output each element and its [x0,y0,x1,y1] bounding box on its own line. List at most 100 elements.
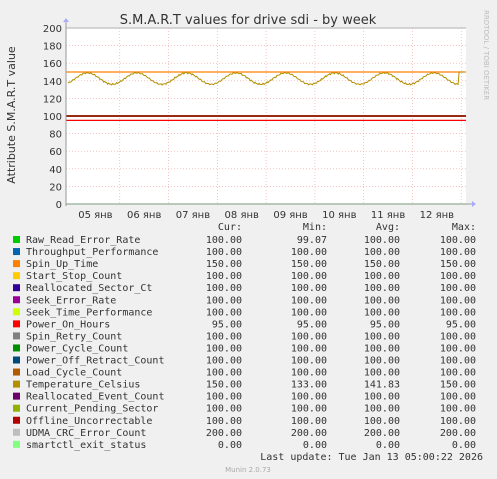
legend-value-avg: 100.00 [364,368,400,379]
legend-value-max: 100.00 [440,271,476,282]
legend-value-max: 100.00 [440,404,476,415]
legend-value-min: 133.00 [291,380,327,391]
x-tick-label: 08 янв [225,210,259,221]
legend-swatch [13,392,20,400]
legend-value-avg: 100.00 [364,392,400,403]
legend-value-max: 100.00 [440,235,476,246]
legend-series-name: UDMA_CRC_Error_Count [26,428,146,439]
legend-swatch [13,404,20,412]
x-tick-label: 10 янв [322,210,356,221]
x-tick-labels: 05 янв 06 янв 07 янв 08 янв 09 янв 10 янв 11 я… [78,210,454,221]
y-tick-label: 20 [49,182,62,193]
legend-value-min: 100.00 [291,392,327,403]
y-axis-label: Attribute S.M.A.R.T value [5,46,18,184]
legend-value-max: 100.00 [440,343,476,354]
legend-row: Seek_Error_Rate 100.00 100.00 100.00 100.00 [13,295,476,306]
legend-value-avg: 100.00 [364,343,400,354]
legend-value-cur: 100.00 [206,247,242,258]
legend-value-max: 100.00 [440,331,476,342]
legend-value-cur: 100.00 [206,235,242,246]
y-tick-label: 0 [56,200,62,211]
legend-value-min: 200.00 [291,428,327,439]
x-tick-label: 09 янв [273,210,307,221]
legend-value-cur: 100.00 [206,343,242,354]
legend-value-cur: 100.00 [206,392,242,403]
legend-value-max: 95.00 [446,319,476,330]
x-tick-label: 05 янв [78,210,112,221]
legend-series-name: Current_Pending_Sector [26,404,158,415]
legend-value-min: 150.00 [291,259,327,270]
legend-value-avg: 100.00 [364,271,400,282]
legend-swatch [13,344,20,352]
legend: Raw_Read_Error_Rate 100.00 99.07 100.00 100.… [13,235,476,451]
legend-value-avg: 0.00 [376,440,400,451]
chart-title: S.M.A.R.T values for drive sdi - by week [120,13,377,28]
legend-row: Power_Cycle_Count 100.00 100.00 100.00 100.0… [13,343,476,354]
legend-swatch [13,356,20,364]
y-tick-label: 120 [43,94,62,105]
y-axis-arrow [63,18,69,22]
rrdtool-side-label: RRDTOOL / TOBI OETIKER [482,10,490,100]
legend-value-cur: 0.00 [218,440,242,451]
legend-value-min: 100.00 [291,283,327,294]
legend-swatch [13,380,20,388]
legend-swatch [13,416,20,424]
legend-value-avg: 100.00 [364,307,400,318]
legend-swatch [13,248,20,256]
legend-row: Reallocated_Event_Count 100.00 100.00 100.0… [13,392,476,403]
legend-series-name: Power_Off_Retract_Count [26,356,164,367]
legend-series-name: Raw_Read_Error_Rate [26,235,140,246]
legend-value-min: 100.00 [291,356,327,367]
legend-row: Current_Pending_Sector 100.00 100.00 100.00… [13,404,476,415]
legend-series-name: Offline_Uncorrectable [26,416,152,427]
legend-row: Offline_Uncorrectable 100.00 100.00 100.00 1… [13,416,476,427]
y-tick-label: 60 [49,147,62,158]
legend-row: Spin_Up_Time 150.00 150.00 150.00 150.00 [13,259,476,270]
legend-row: Reallocated_Sector_Ct 100.00 100.00 100.00 1… [13,283,476,294]
legend-value-max: 150.00 [440,380,476,391]
legend-swatch [13,320,20,328]
legend-swatch [13,296,20,304]
munin-footer: Munin 2.0.73 [225,466,271,474]
legend-value-min: 100.00 [291,331,327,342]
legend-value-avg: 150.00 [364,259,400,270]
legend-swatch [13,236,20,243]
legend-value-min: 100.00 [291,343,327,354]
last-update: Last update: Tue Jan 13 05:00:22 2026 [260,452,483,463]
x-tick-label: 12 янв [420,210,454,221]
legend-series-name: Seek_Time_Performance [26,307,152,318]
legend-series-name: Reallocated_Event_Count [26,392,164,403]
legend-header-avg: Avg: [376,222,400,233]
legend-row: Power_On_Hours 95.00 95.00 95.00 95.00 [13,319,476,330]
legend-row: Raw_Read_Error_Rate 100.00 99.07 100.00 100.… [13,235,476,246]
legend-series-name: Power_Cycle_Count [26,343,128,354]
legend-value-cur: 100.00 [206,404,242,415]
legend-value-cur: 100.00 [206,368,242,379]
y-tick-label: 80 [49,130,62,141]
legend-value-cur: 150.00 [206,380,242,391]
legend-series-name: Load_Cycle_Count [26,368,122,379]
legend-value-cur: 150.00 [206,259,242,270]
legend-value-cur: 100.00 [206,271,242,282]
legend-value-min: 100.00 [291,295,327,306]
y-tick-label: 200 [43,24,62,35]
legend-header-min: Min: [303,222,327,233]
y-tick-label: 100 [43,112,62,123]
legend-value-cur: 200.00 [206,428,242,439]
legend-value-max: 100.00 [440,356,476,367]
legend-header-cur: Cur: [218,222,242,233]
y-tick-labels: 0 20 40 60 80 100 120 140 160 180 200 [43,24,62,211]
legend-value-max: 150.00 [440,259,476,270]
legend-value-avg: 100.00 [364,247,400,258]
legend-value-min: 95.00 [297,319,327,330]
legend-value-min: 99.07 [297,235,327,246]
legend-value-min: 100.00 [291,307,327,318]
legend-value-cur: 95.00 [212,319,242,330]
legend-value-avg: 95.00 [370,319,400,330]
y-tick-label: 140 [43,77,62,88]
y-tick-label: 40 [49,165,62,176]
legend-value-min: 100.00 [291,416,327,427]
legend-row: Load_Cycle_Count 100.00 100.00 100.00 100.00 [13,368,476,379]
y-tick-label: 180 [43,42,62,53]
